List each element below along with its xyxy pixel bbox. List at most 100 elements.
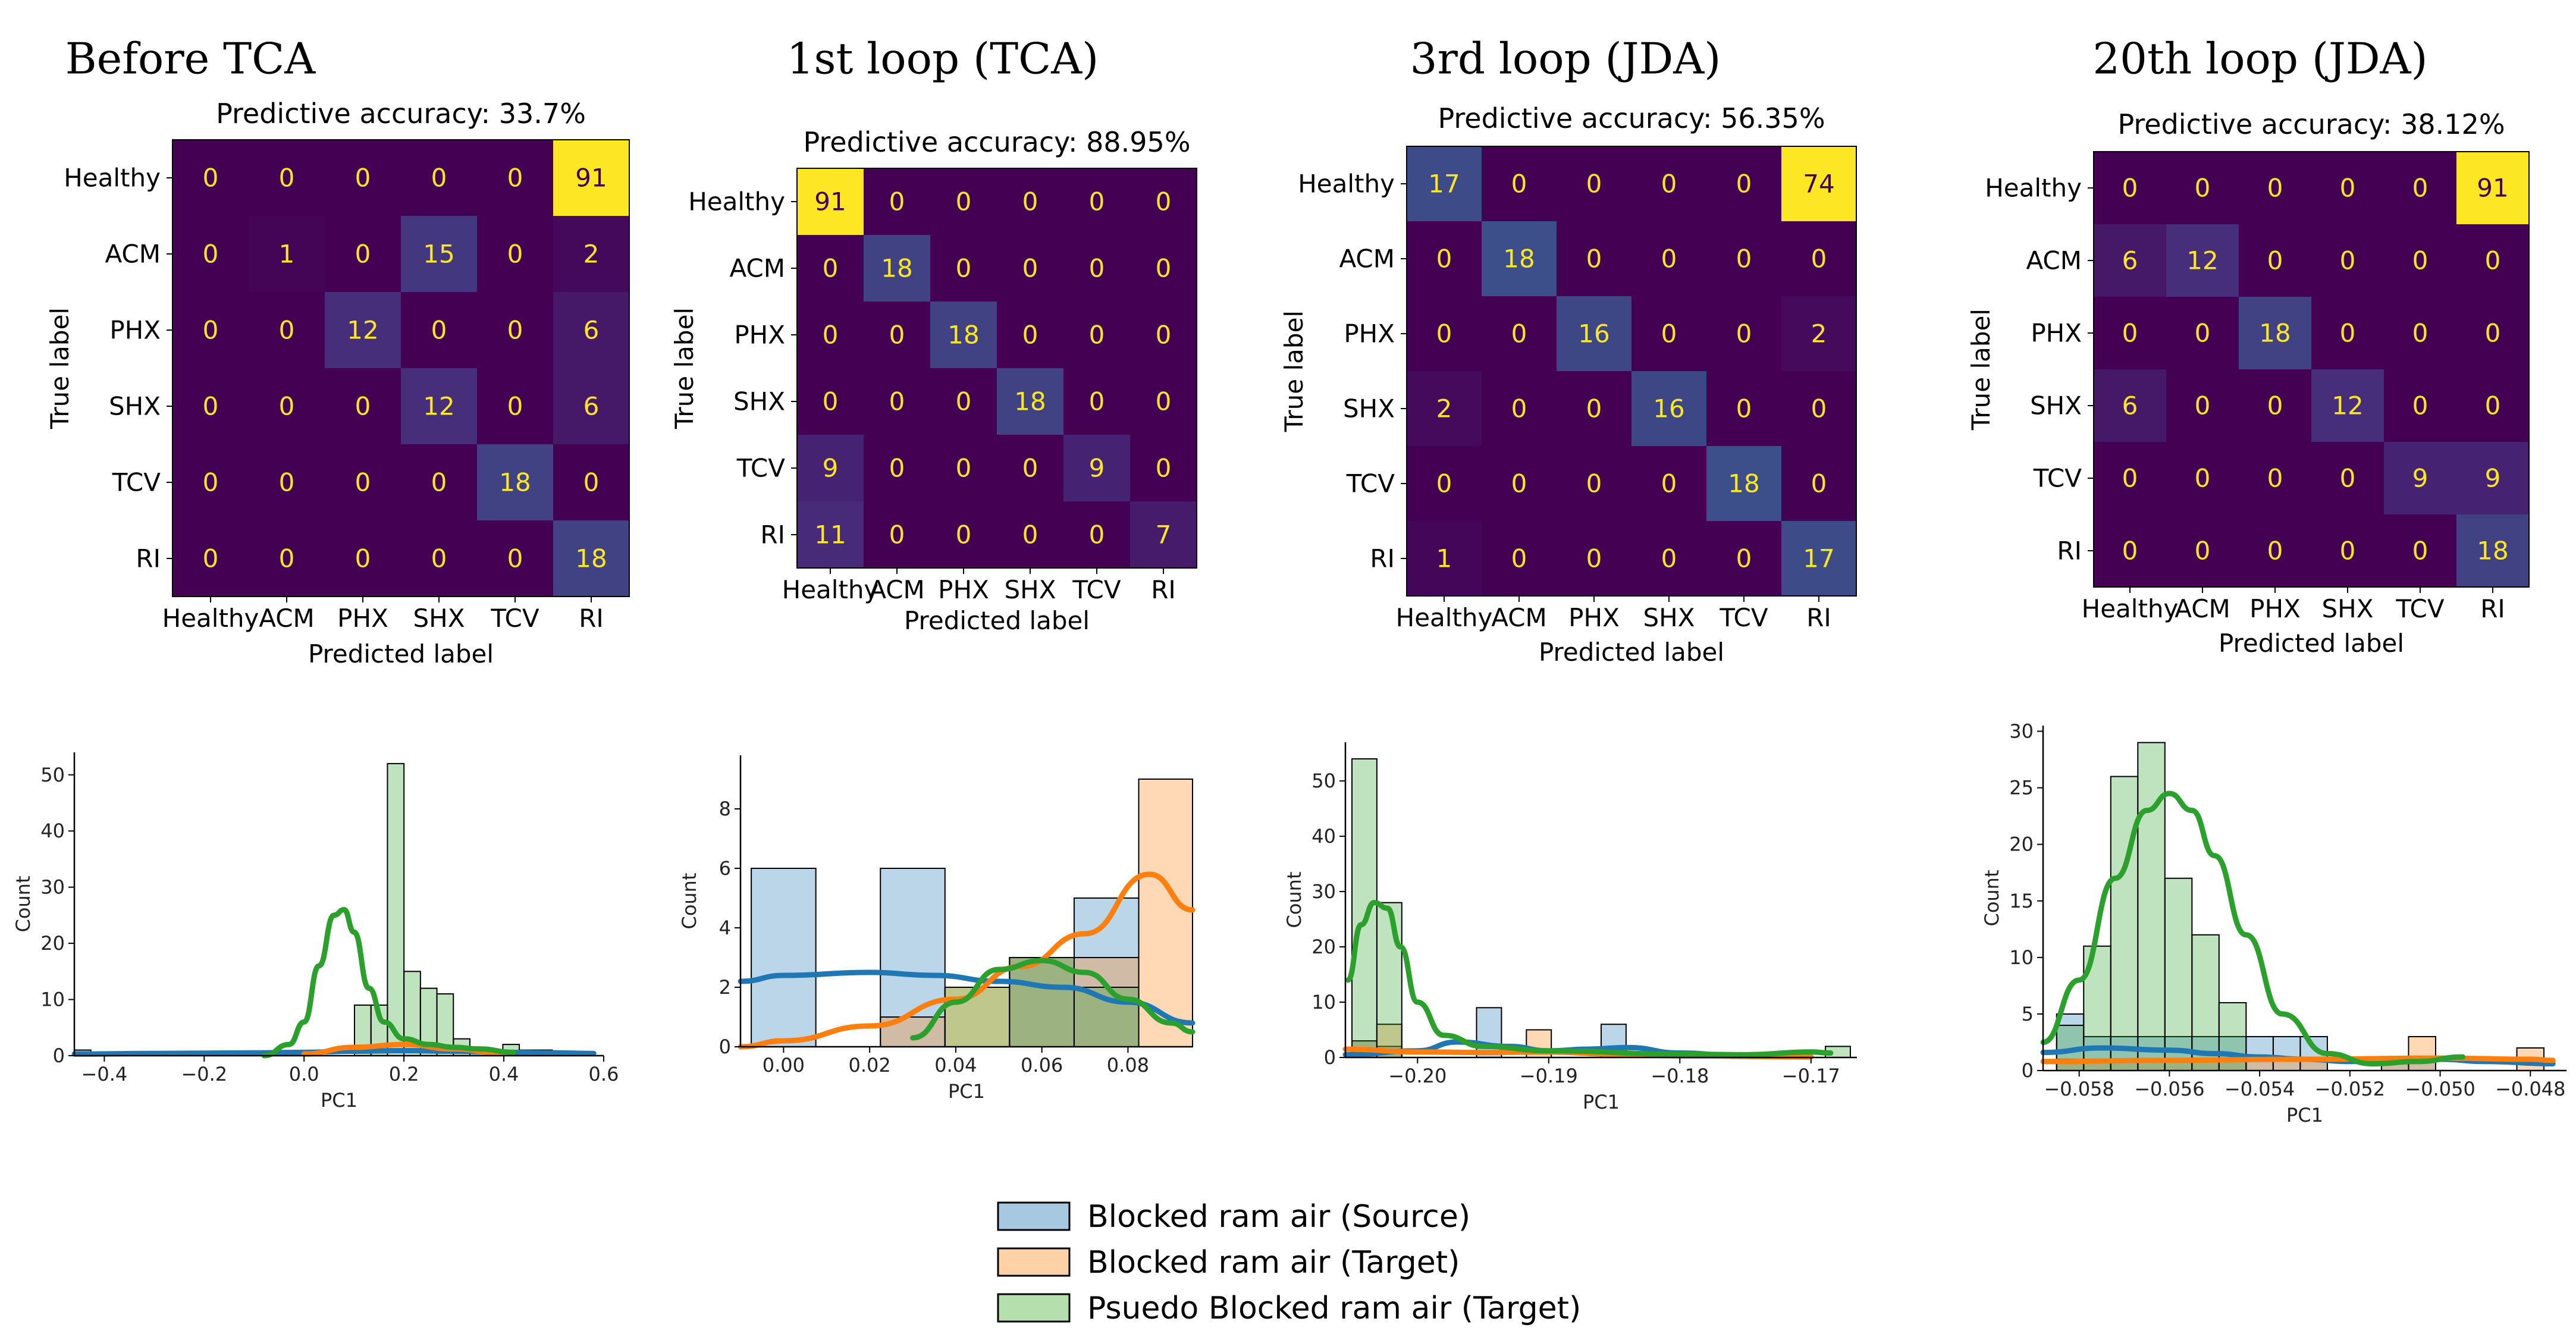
matrix-cell: [2456, 442, 2530, 515]
histogram-bar: [2137, 742, 2166, 1071]
cell-value: 0: [2485, 246, 2501, 275]
cell-value: 0: [431, 164, 447, 193]
x-tick-label: −0.17: [1782, 1065, 1840, 1087]
panel-title: Before TCA: [65, 34, 316, 84]
matrix-cell: [1063, 501, 1131, 569]
cell-value: 9: [1089, 454, 1105, 483]
cell-value: 18: [1728, 469, 1759, 498]
confusion-matrix-4: 20th loop (JDA) Predictive accuracy: 38.1…: [1966, 34, 2530, 658]
x-tick-label: −0.054: [2224, 1078, 2295, 1100]
matrix-cell: [249, 520, 325, 597]
cell-value: 0: [1436, 469, 1452, 498]
matrix-cell: [1631, 221, 1707, 297]
y-tick-label: 40: [40, 820, 65, 842]
matrix-cell: [401, 140, 478, 216]
histogram-bar: [2083, 1035, 2111, 1071]
y-tick-label: SHX: [109, 392, 161, 421]
x-tick-label: TCV: [2395, 594, 2445, 623]
histogram-2: 0.00 0.02 0.04 0.06 0.08 0 2 4 6 8 PC1 Count: [678, 755, 1196, 1103]
matrix-cell: [1706, 221, 1782, 297]
matrix-frame: [172, 139, 630, 597]
cell-value: 0: [2267, 464, 2283, 493]
cell-value: 0: [956, 520, 972, 550]
histogram-bar: [2164, 877, 2193, 1071]
matrix-cell: [997, 368, 1064, 435]
matrix-cell: [477, 368, 554, 445]
cell-value: 0: [507, 316, 523, 345]
cell-value: 0: [1661, 469, 1677, 498]
matrix-cell: [2166, 297, 2239, 370]
y-tick-label: ACM: [1339, 244, 1395, 274]
cell-value: 0: [1156, 187, 1172, 216]
matrix-cell: [1557, 446, 1632, 522]
matrix-title: Predictive accuracy: 33.7%: [216, 98, 586, 130]
cell-value: 0: [2122, 536, 2138, 566]
x-tick-label: Healthy: [162, 604, 259, 633]
x-tick-label: PHX: [938, 575, 989, 604]
x-tick-label: RI: [1806, 603, 1831, 632]
matrix-cell: [2166, 224, 2239, 297]
cell-value: 0: [1736, 544, 1752, 573]
cell-value: 0: [2195, 536, 2211, 566]
matrix-title: Predictive accuracy: 88.95%: [803, 126, 1190, 158]
histogram-bar: [1376, 902, 1402, 1059]
matrix-cell: [2384, 224, 2457, 297]
y-axis-label: Count: [1283, 871, 1306, 928]
cell-value: 0: [203, 468, 219, 497]
x-tick-label: 0.00: [763, 1054, 805, 1076]
matrix-cell: [864, 302, 931, 369]
cell-value: 0: [1156, 321, 1172, 350]
matrix-cell: [997, 235, 1064, 302]
y-tick-label: RI: [760, 520, 785, 550]
cell-value: 0: [1661, 170, 1677, 199]
matrix-cell: [997, 501, 1064, 569]
matrix-cell: [1482, 371, 1557, 447]
x-tick-label: Healthy: [782, 575, 879, 604]
matrix-cell: [864, 501, 931, 569]
matrix-cell: [249, 140, 325, 216]
matrix-cell: [325, 140, 401, 216]
cell-value: 0: [2122, 464, 2138, 493]
cell-value: 0: [431, 544, 447, 573]
x-axis-label: Predicted label: [904, 606, 1090, 635]
matrix-cell: [2166, 152, 2239, 225]
histogram-bar: [2408, 1035, 2436, 1071]
matrix-cell: [553, 368, 630, 445]
cell-value: 12: [347, 316, 378, 345]
cell-value: 7: [1156, 520, 1172, 550]
histogram-1: −0.4 −0.2 0.0 0.2 0.4 0.6 0 10 20 30 40 50 PC1 Count: [12, 752, 619, 1112]
histogram-bar: [1138, 779, 1193, 1047]
cell-value: 0: [1022, 187, 1038, 216]
cell-value: 2: [583, 240, 600, 269]
cell-value: 0: [1511, 469, 1527, 498]
y-tick-label: 20: [2009, 833, 2034, 856]
cell-value: 18: [1503, 244, 1535, 274]
y-tick-label: SHX: [733, 387, 785, 416]
cell-value: 0: [2412, 391, 2428, 420]
cell-value: 0: [2340, 246, 2356, 275]
cell-value: 16: [1578, 319, 1609, 349]
cell-value: 0: [1022, 254, 1038, 283]
matrix-cell: [797, 435, 864, 502]
histogram-3: −0.20 −0.19 −0.18 −0.17 0 10 20 30 40 50 PC1 Count: [1283, 742, 1857, 1113]
x-tick-label: −0.18: [1651, 1065, 1709, 1087]
cell-value: 0: [1661, 544, 1677, 573]
matrix-cell: [401, 216, 478, 293]
matrix-cell: [930, 235, 997, 302]
legend-swatch: [997, 1247, 1071, 1277]
matrix-cell: [1407, 296, 1482, 372]
legend-swatch: [997, 1293, 1071, 1323]
x-tick-label: TCV: [1072, 575, 1121, 604]
x-tick-label: SHX: [1004, 575, 1056, 604]
x-tick-label: SHX: [2321, 594, 2373, 623]
cell-value: 0: [507, 392, 523, 421]
cell-value: 0: [355, 468, 371, 497]
x-tick-label: ACM: [1491, 603, 1547, 632]
cell-value: 0: [1156, 254, 1172, 283]
matrix-cell: [797, 302, 864, 369]
matrix-cell: [2094, 442, 2167, 515]
matrix-cell: [1706, 521, 1782, 597]
matrix-cell: [2384, 297, 2457, 370]
x-tick-label: ACM: [259, 604, 315, 633]
